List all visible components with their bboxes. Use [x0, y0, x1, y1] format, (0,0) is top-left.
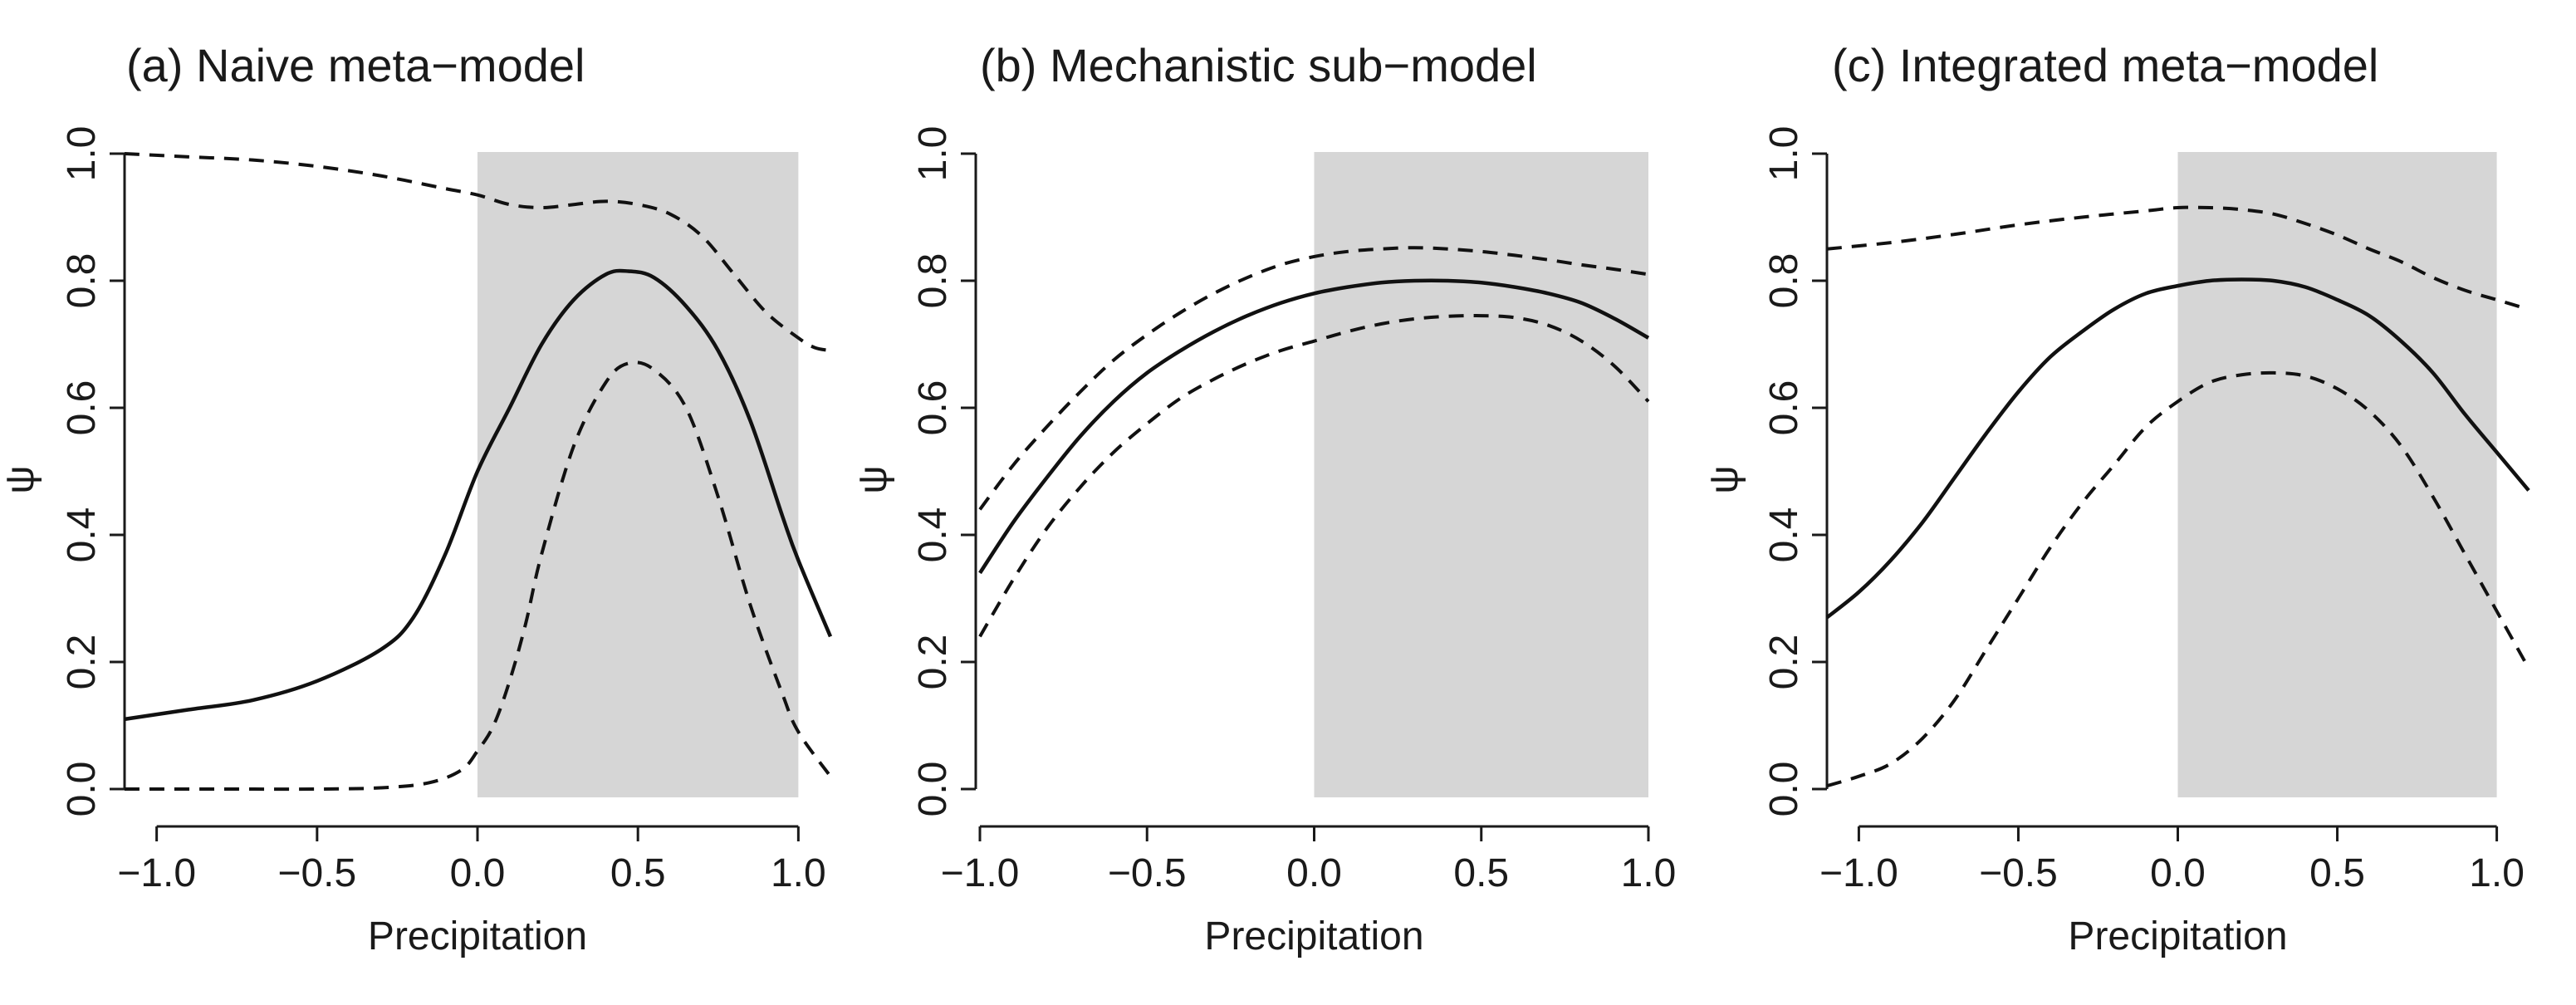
panel-title: (c) Integrated meta−model — [1832, 39, 2378, 91]
lower-confidence-curve — [978, 313, 1650, 638]
x-tick-label: 1.0 — [2469, 851, 2525, 895]
y-tick-label: 0.8 — [60, 253, 104, 309]
x-tick-label: 0.5 — [2309, 851, 2365, 895]
x-tick-label: 0.5 — [610, 851, 666, 895]
x-tick-label: 0.0 — [1286, 851, 1342, 895]
x-tick-label: 0.0 — [450, 851, 506, 895]
panel-title: (b) Mechanistic sub−model — [980, 39, 1537, 91]
y-tick-label: 0.0 — [60, 762, 104, 817]
x-tick-label: 0.5 — [1453, 851, 1509, 895]
panel-mechanistic-sub-model: (b) Mechanistic sub−model 0.0 0.2 0.4 0.6 0.8… — [851, 39, 1676, 958]
shaded-region — [477, 152, 799, 797]
lower-confidence-curve — [1826, 370, 2530, 788]
y-tick-label: 0.4 — [60, 507, 104, 563]
y-tick-label: 0.6 — [1762, 380, 1806, 436]
x-tick-label: −1.0 — [941, 851, 1020, 895]
y-tick-label: 1.0 — [1762, 126, 1806, 182]
x-tick-label: −0.5 — [277, 851, 356, 895]
y-tick-label: 1.0 — [60, 126, 104, 182]
panel-naive-meta-model: (a) Naive meta−model 0.0 0.2 0.4 0.6 0.8 1.0 ψ −… — [0, 39, 833, 958]
panel-title: (a) Naive meta−model — [126, 39, 585, 91]
y-tick-label: 0.8 — [911, 253, 955, 309]
x-tick-label: −0.5 — [1108, 851, 1187, 895]
y-axis-label: ψ — [1702, 465, 1746, 493]
panel-integrated-meta-model: (c) Integrated meta−model 0.0 0.2 0.4 0.6 0.8… — [1702, 39, 2530, 958]
y-tick-label: 0.2 — [911, 635, 955, 690]
x-tick-label: −1.0 — [1819, 851, 1898, 895]
x-tick-label: 1.0 — [1621, 851, 1677, 895]
y-tick-label: 0.6 — [60, 380, 104, 436]
y-tick-label: 0.6 — [911, 380, 955, 436]
y-tick-label: 1.0 — [911, 126, 955, 182]
y-tick-label: 0.2 — [1762, 635, 1806, 690]
y-axis-label: ψ — [851, 465, 895, 493]
y-tick-label: 0.4 — [1762, 507, 1806, 563]
x-tick-label: −0.5 — [1979, 851, 2058, 895]
y-tick-label: 0.4 — [911, 507, 955, 563]
x-axis-label: Precipitation — [1204, 914, 1423, 958]
x-axis-label: Precipitation — [368, 914, 587, 958]
y-tick-label: 0.0 — [1762, 762, 1806, 817]
x-axis-label: Precipitation — [2068, 914, 2287, 958]
shaded-region — [2177, 152, 2497, 797]
y-axis-label: ψ — [0, 465, 42, 493]
upper-confidence-curve — [978, 246, 1649, 511]
y-tick-label: 0.8 — [1762, 253, 1806, 309]
shaded-region — [1314, 152, 1648, 797]
lower-confidence-curve — [124, 360, 832, 792]
mean-curve — [978, 278, 1650, 575]
y-tick-label: 0.0 — [911, 762, 955, 817]
upper-confidence-curve — [124, 152, 831, 353]
mean-curve — [1825, 277, 2530, 620]
x-tick-label: 1.0 — [771, 851, 826, 895]
x-tick-label: −1.0 — [117, 851, 196, 895]
x-tick-label: 0.0 — [2150, 851, 2206, 895]
y-tick-label: 0.2 — [60, 635, 104, 690]
mean-curve — [124, 268, 833, 722]
